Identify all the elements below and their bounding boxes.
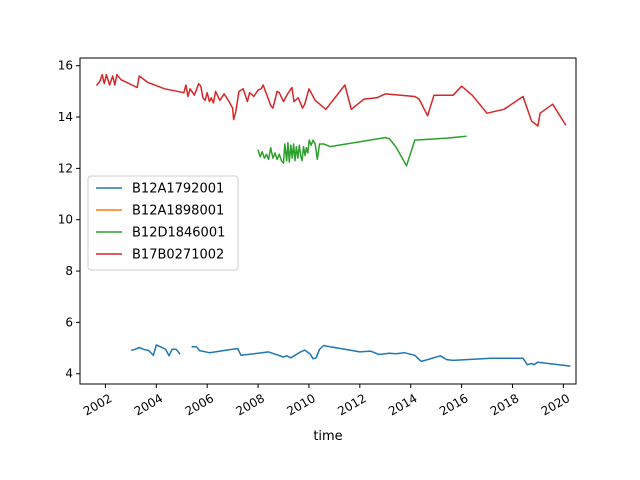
legend-label: B12D1846001: [132, 226, 225, 241]
y-tick-label: 16: [58, 59, 73, 73]
y-tick-label: 8: [65, 264, 73, 278]
y-tick-label: 12: [58, 161, 73, 175]
y-tick-label: 6: [65, 315, 73, 329]
series-line-b12d1846001-segment-1: [257, 135, 467, 167]
legend-box: [87, 175, 239, 271]
series-line-b12a1792001-segment-2: [191, 344, 571, 367]
y-tick-label: 4: [65, 367, 73, 381]
series-layer: [95, 73, 571, 367]
legend-label: B12A1792001: [132, 182, 224, 197]
y-axis: 4 6 8 10 12 14 16: [58, 59, 80, 381]
y-tick-label: 14: [58, 110, 73, 124]
y-tick-label: 10: [58, 213, 73, 227]
x-axis-label: time: [313, 429, 342, 444]
plot-frame: [79, 57, 577, 385]
legend-label: B12A1898001: [132, 204, 224, 219]
legend-label: B17B0271002: [132, 248, 224, 263]
series-line-b17b0271002-segment-1: [95, 73, 567, 127]
series-line-b12a1792001-segment-1: [130, 344, 181, 357]
legend: B12A1792001 B12A1898001 B12D1846001 B17B027…: [87, 175, 239, 271]
